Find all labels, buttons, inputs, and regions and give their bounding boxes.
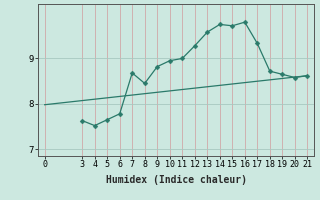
X-axis label: Humidex (Indice chaleur): Humidex (Indice chaleur) (106, 175, 246, 185)
